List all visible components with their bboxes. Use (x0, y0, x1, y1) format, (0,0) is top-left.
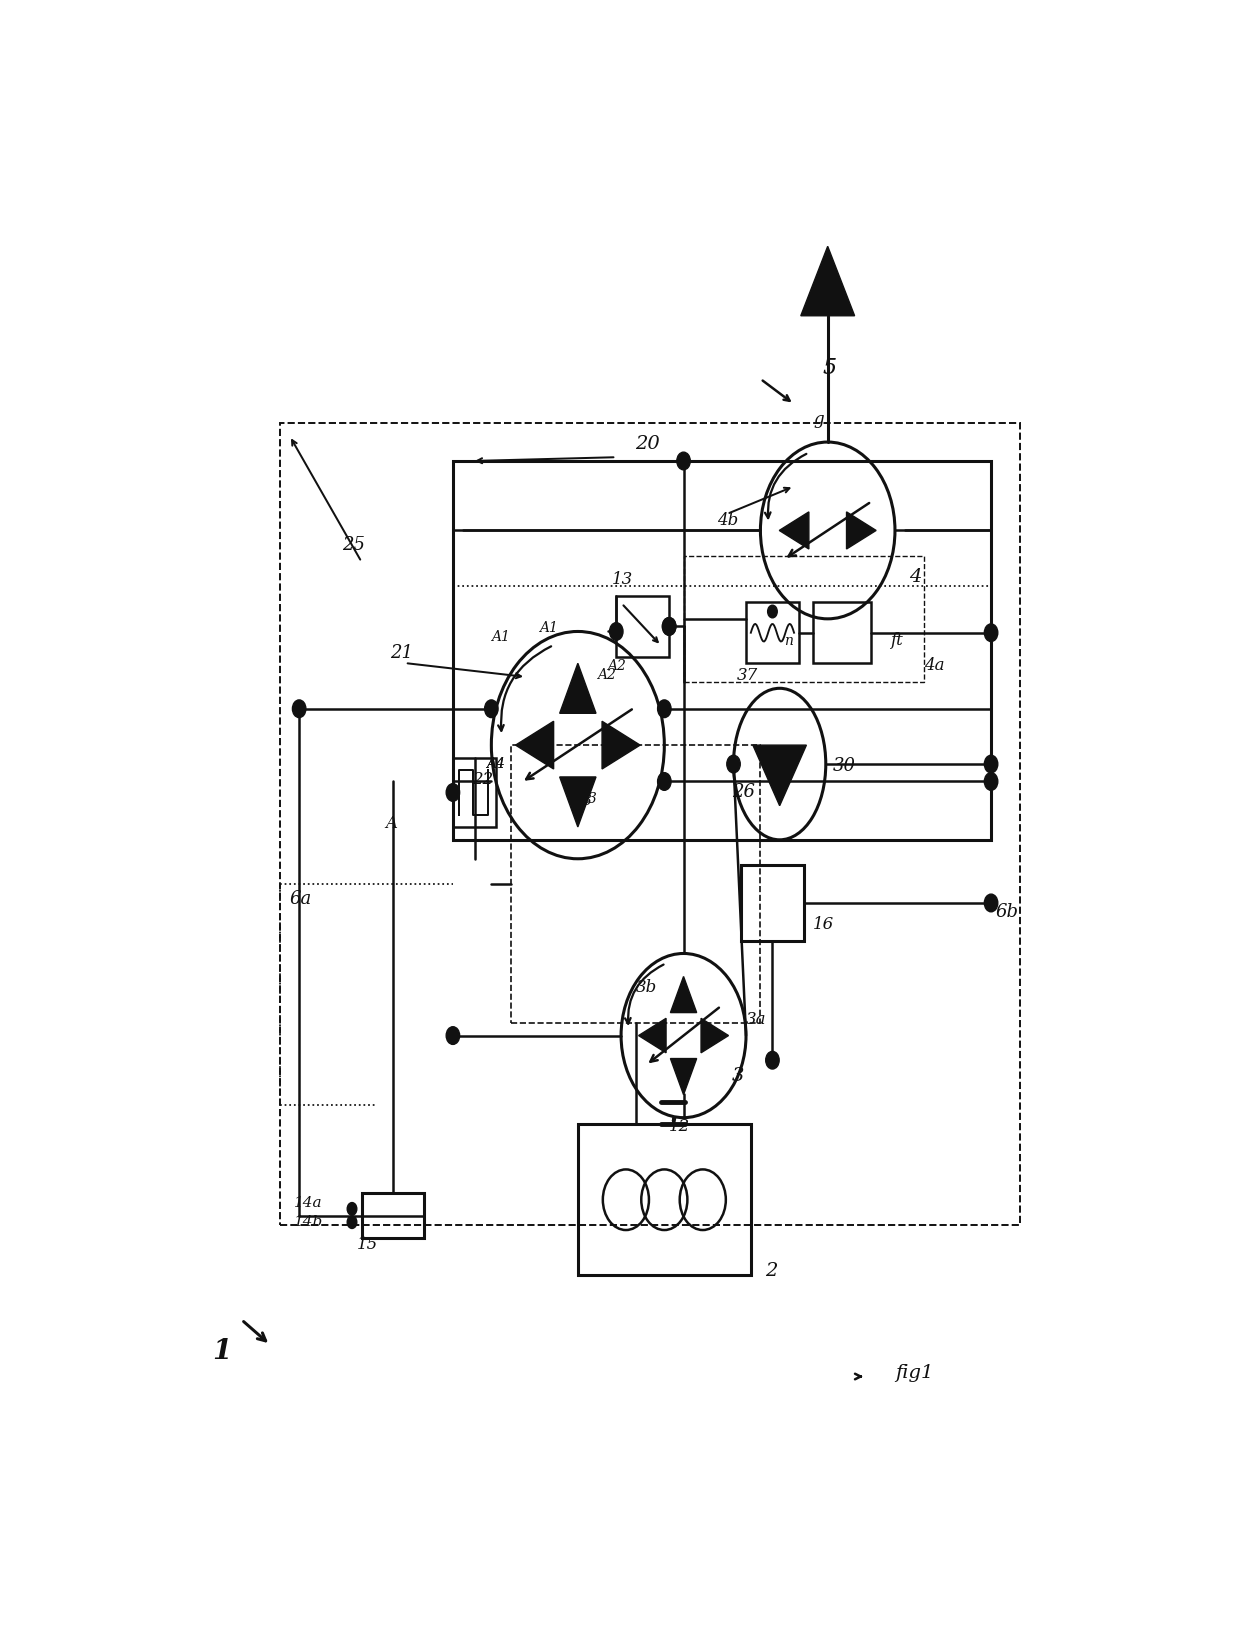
Polygon shape (671, 1059, 697, 1095)
Bar (362, 1193, 424, 1237)
Text: A1: A1 (491, 629, 510, 644)
Text: 4b: 4b (717, 511, 739, 529)
Text: A: A (386, 815, 398, 831)
Circle shape (657, 774, 671, 792)
Circle shape (768, 606, 777, 618)
Text: 6a: 6a (290, 890, 311, 908)
Text: A4: A4 (486, 756, 506, 770)
Text: A3: A3 (573, 793, 591, 808)
Text: 3b: 3b (635, 978, 657, 997)
Polygon shape (779, 513, 808, 549)
Bar (453, 462, 991, 841)
Polygon shape (559, 777, 596, 828)
Bar (616, 597, 670, 657)
Text: A3: A3 (578, 792, 596, 805)
Text: 14a: 14a (294, 1195, 322, 1210)
Circle shape (347, 1216, 357, 1229)
Circle shape (985, 895, 998, 913)
Circle shape (766, 1052, 779, 1069)
Text: 14b: 14b (294, 1214, 324, 1228)
Polygon shape (701, 1019, 729, 1054)
Circle shape (446, 783, 460, 801)
Text: 25: 25 (342, 536, 366, 554)
Text: n: n (785, 634, 794, 647)
Text: 30: 30 (832, 757, 856, 775)
Circle shape (662, 618, 676, 636)
Polygon shape (753, 746, 806, 806)
Polygon shape (603, 721, 640, 770)
Circle shape (985, 624, 998, 642)
Text: 4a: 4a (924, 657, 945, 674)
Text: 16: 16 (813, 916, 835, 933)
Circle shape (985, 774, 998, 792)
Polygon shape (559, 664, 596, 715)
Text: 20: 20 (635, 434, 660, 452)
Polygon shape (847, 513, 877, 549)
Text: 26: 26 (732, 782, 755, 800)
Text: 5: 5 (823, 356, 837, 379)
Text: 12: 12 (670, 1118, 691, 1134)
Polygon shape (639, 1019, 666, 1054)
Circle shape (347, 1203, 357, 1216)
Text: 15: 15 (357, 1234, 378, 1252)
Polygon shape (801, 247, 854, 316)
Bar (578, 1124, 750, 1275)
Text: A1: A1 (539, 621, 558, 634)
Bar (813, 603, 870, 664)
Text: 3: 3 (732, 1065, 744, 1083)
Bar (683, 556, 924, 682)
Text: fig1: fig1 (895, 1362, 934, 1380)
Text: A4: A4 (486, 756, 506, 770)
Polygon shape (516, 721, 553, 770)
Polygon shape (671, 977, 697, 1013)
Text: g: g (813, 411, 823, 428)
Text: A2: A2 (596, 667, 616, 682)
Text: 2: 2 (765, 1262, 777, 1280)
Circle shape (985, 756, 998, 774)
Text: 3a: 3a (746, 1010, 766, 1028)
Text: 37: 37 (737, 667, 758, 683)
Circle shape (662, 618, 676, 636)
Circle shape (677, 452, 691, 470)
Text: 21: 21 (391, 644, 413, 661)
Text: A2: A2 (606, 659, 625, 674)
Circle shape (657, 700, 671, 718)
Circle shape (610, 623, 622, 641)
Text: 1: 1 (213, 1337, 232, 1364)
Bar (742, 865, 804, 941)
Circle shape (446, 1028, 460, 1044)
Circle shape (293, 700, 306, 718)
Text: 13: 13 (611, 570, 632, 588)
Text: 4: 4 (909, 567, 921, 585)
Text: ft: ft (890, 631, 903, 649)
Text: 22: 22 (472, 770, 494, 787)
Bar (511, 746, 760, 1023)
Circle shape (485, 700, 498, 718)
Bar (280, 425, 1021, 1226)
Text: 6b: 6b (996, 901, 1019, 919)
Bar (453, 759, 496, 828)
Bar (746, 603, 799, 664)
Circle shape (727, 756, 740, 774)
